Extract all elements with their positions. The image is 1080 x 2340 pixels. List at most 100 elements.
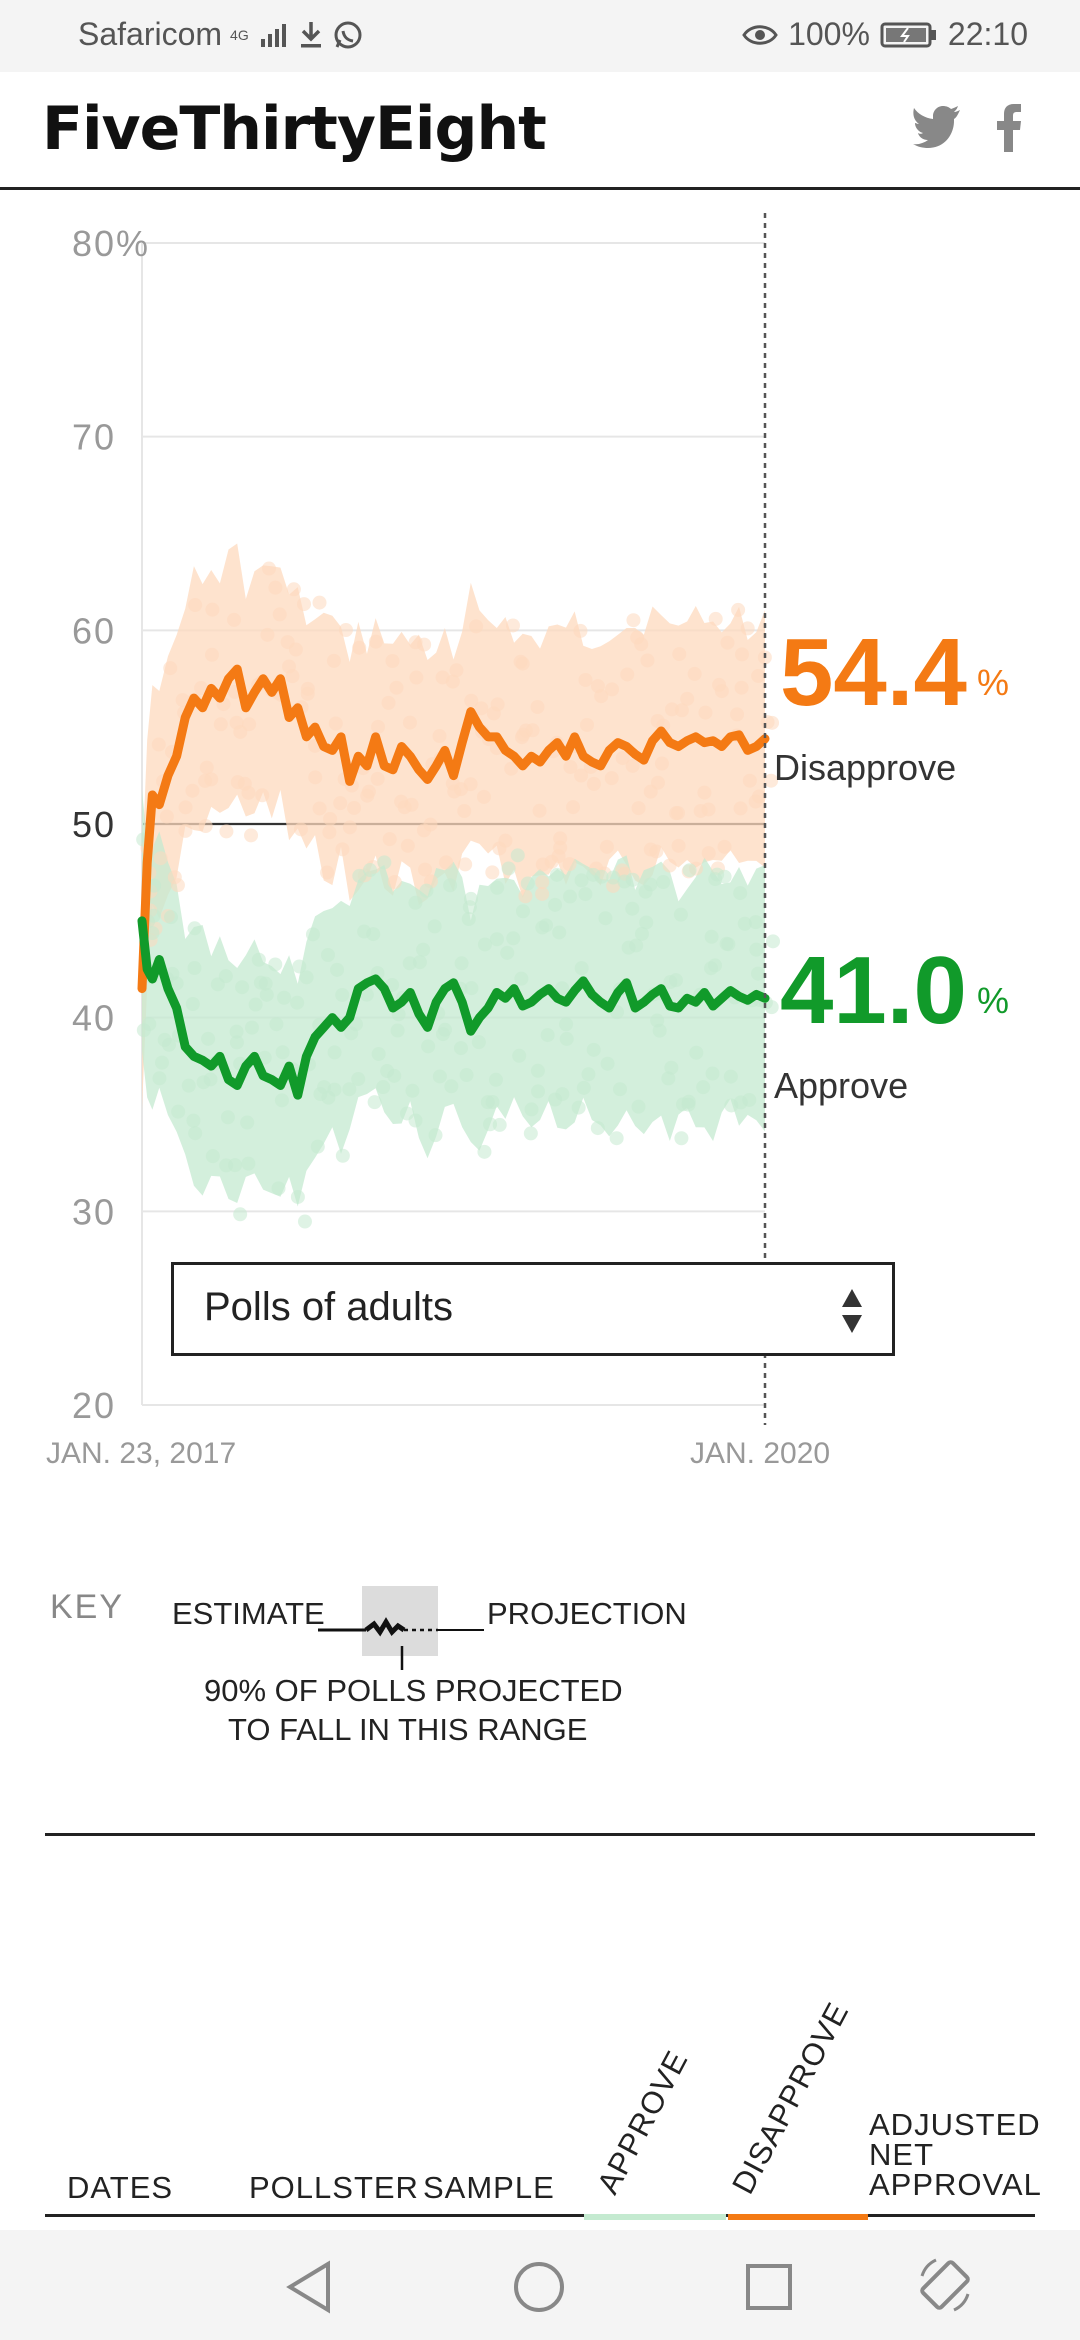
poll-dot-approve — [412, 955, 427, 970]
approval-chart: 80% 70 60 50 40 30 20 JAN. 23, 2017 JAN. 2020 54.… — [46, 213, 1009, 1470]
poll-dot-disapprove — [586, 776, 601, 791]
poll-dot-approve — [181, 1078, 196, 1093]
poll-dot-approve — [512, 1048, 527, 1063]
poll-dot-approve — [453, 1041, 468, 1056]
poll-dot-approve — [229, 1024, 244, 1039]
signal-icon — [260, 23, 286, 47]
facebook-icon[interactable] — [996, 104, 1022, 152]
poll-dot-disapprove — [381, 695, 396, 710]
col-adjusted-line1: ADJUSTED — [869, 2107, 1041, 2142]
poll-dot-approve — [186, 1113, 201, 1128]
poll-dot-disapprove — [672, 647, 687, 662]
col-disapprove[interactable]: DISAPPROVE — [725, 1996, 856, 2200]
poll-dot-disapprove — [714, 684, 729, 699]
poll-dot-disapprove — [649, 844, 664, 859]
site-logo[interactable]: FiveThirtyEight — [42, 94, 547, 164]
poll-dot-approve — [555, 1087, 570, 1102]
poll-dot-approve — [501, 861, 516, 876]
col-pollster[interactable]: POLLSTER — [249, 2170, 419, 2205]
poll-dot-approve — [218, 969, 233, 984]
col-adjusted-net-approval[interactable]: ADJUSTED NET APPROVAL — [869, 2107, 1042, 2200]
poll-dot-approve — [723, 1069, 738, 1084]
poll-dot-approve — [205, 1149, 220, 1164]
poll-dot-approve — [310, 1139, 325, 1154]
poll-dot-disapprove — [262, 561, 277, 576]
poll-dot-disapprove — [268, 580, 283, 595]
value-label-disapprove: 54.4 — [780, 619, 967, 726]
poll-dot-approve — [241, 1156, 256, 1171]
status-left: Safaricom 4G — [78, 16, 363, 53]
poll-dot-disapprove — [474, 701, 489, 716]
poll-dot-disapprove — [697, 785, 712, 800]
poll-dot-disapprove — [178, 823, 193, 838]
chart-labels: 80% 70 60 50 40 30 20 JAN. 23, 2017 JAN. 2020 54.… — [46, 223, 1009, 1470]
back-icon[interactable] — [284, 2260, 334, 2314]
poll-dot-approve — [229, 1035, 244, 1050]
poll-dot-disapprove — [338, 622, 353, 637]
poll-dot-approve — [594, 869, 609, 884]
poll-dot-approve — [376, 1080, 391, 1095]
approve-column-accent — [584, 2214, 726, 2220]
col-dates[interactable]: DATES — [67, 2170, 174, 2205]
poll-dot-approve — [299, 970, 314, 985]
poll-type-select[interactable]: Polls of adults — [171, 1262, 895, 1356]
col-sample[interactable]: SAMPLE — [423, 2170, 555, 2205]
poll-dot-disapprove — [669, 806, 684, 821]
poll-dot-disapprove — [385, 654, 400, 669]
home-icon[interactable] — [512, 2260, 566, 2314]
poll-dot-disapprove — [175, 693, 190, 708]
poll-dot-approve — [477, 1144, 492, 1159]
poll-dot-approve — [444, 1079, 459, 1094]
poll-dot-approve — [559, 1031, 574, 1046]
poll-dot-approve — [154, 1055, 169, 1070]
poll-dot-approve — [187, 921, 202, 936]
poll-dot-disapprove — [650, 775, 665, 790]
poll-dot-disapprove — [272, 607, 287, 622]
poll-dot-disapprove — [370, 771, 385, 786]
poll-dot-approve — [169, 976, 184, 991]
poll-dot-disapprove — [404, 797, 419, 812]
disapprove-column-accent — [728, 2214, 868, 2220]
poll-dot-approve — [162, 1037, 177, 1052]
poll-dot-disapprove — [387, 874, 402, 889]
poll-dot-approve — [235, 980, 250, 995]
poll-dot-disapprove — [476, 789, 491, 804]
recents-icon[interactable] — [744, 2262, 794, 2312]
poll-dot-approve — [432, 1069, 447, 1084]
poll-dot-approve — [540, 1028, 555, 1043]
poll-dot-approve — [259, 987, 274, 1002]
carrier-name: Safaricom — [78, 16, 223, 52]
poll-dot-disapprove — [562, 857, 577, 872]
poll-dot-approve — [717, 869, 732, 884]
poll-dot-approve — [500, 945, 515, 960]
poll-dot-disapprove — [504, 761, 519, 776]
poll-dot-approve — [419, 883, 434, 898]
poll-dot-approve — [477, 937, 492, 952]
poll-dot-disapprove — [323, 811, 338, 826]
poll-dot-disapprove — [566, 800, 581, 815]
poll-dot-disapprove — [563, 760, 578, 775]
poll-dot-approve — [405, 1083, 420, 1098]
poll-dot-approve — [514, 971, 529, 986]
rotate-icon[interactable] — [914, 2254, 976, 2316]
poll-dot-disapprove — [469, 619, 484, 634]
poll-dot-disapprove — [447, 784, 462, 799]
key-legend-graphic — [318, 1586, 484, 1670]
poll-dot-approve — [258, 976, 273, 991]
site-header: FiveThirtyEight — [0, 72, 1080, 190]
poll-dot-approve — [244, 1020, 259, 1035]
poll-dot-disapprove — [170, 878, 185, 893]
twitter-icon[interactable] — [912, 104, 962, 148]
poll-dot-disapprove — [751, 668, 766, 683]
poll-dot-approve — [673, 907, 688, 922]
poll-dot-approve — [335, 987, 350, 1002]
poll-dot-disapprove — [734, 647, 749, 662]
poll-dot-disapprove — [213, 717, 228, 732]
col-adjusted-line2: NET — [869, 2137, 934, 2172]
poll-dot-approve — [652, 1023, 667, 1038]
poll-dot-approve — [492, 1117, 507, 1132]
col-approve[interactable]: APPROVE — [590, 2044, 695, 2200]
poll-dot-approve — [590, 1121, 605, 1136]
poll-dot-approve — [552, 925, 567, 940]
poll-dot-disapprove — [418, 862, 433, 877]
